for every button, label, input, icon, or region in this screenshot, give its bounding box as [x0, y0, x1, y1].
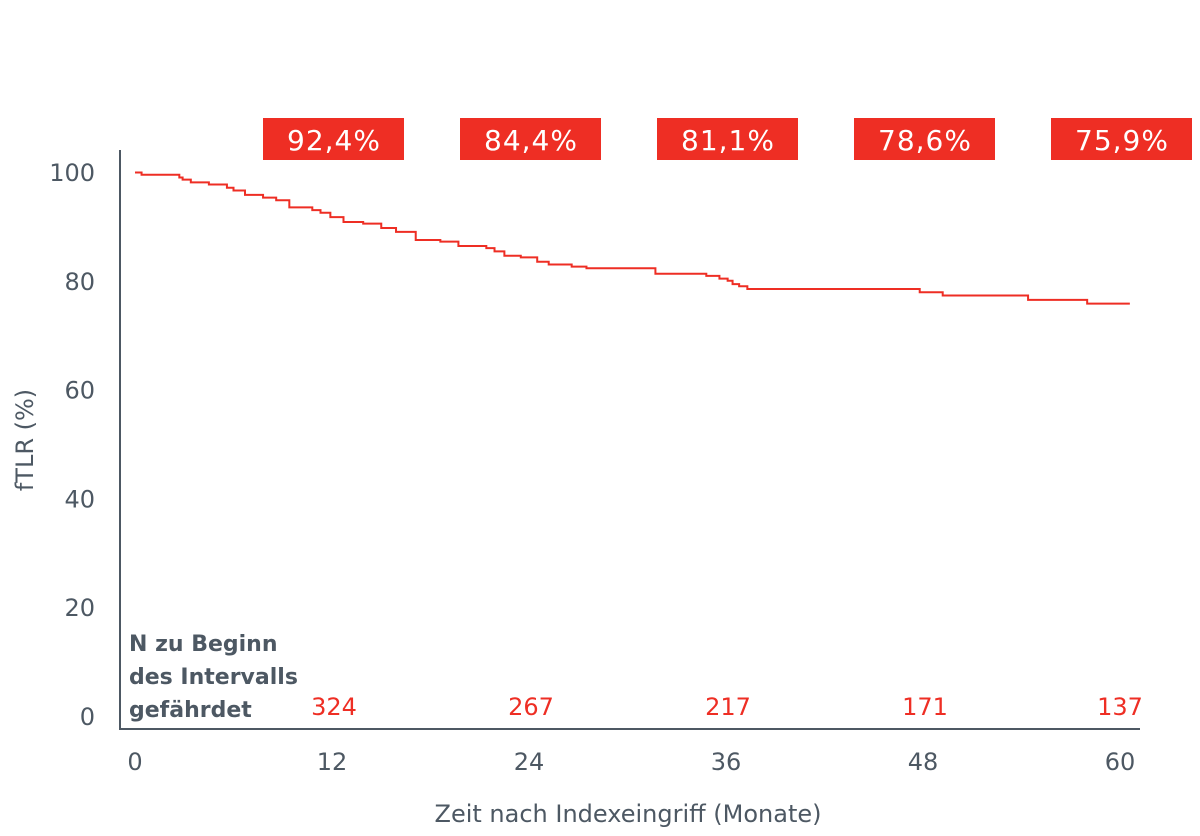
at-risk-value: 267: [508, 693, 554, 721]
x-tick-label: 60: [1105, 748, 1136, 776]
y-tick-label: 80: [64, 268, 95, 296]
badge-text: 92,4%: [287, 124, 381, 157]
x-tick-label: 0: [127, 748, 142, 776]
badge-text: 84,4%: [484, 124, 578, 157]
survival-rate-badge: 84,4%: [460, 118, 601, 160]
survival-rate-badge: 92,4%: [263, 118, 404, 160]
survival-rate-badge: 81,1%: [657, 118, 798, 160]
badge-background: [263, 118, 404, 160]
at-risk-header: des Intervalls: [129, 665, 298, 690]
y-tick-label: 40: [64, 485, 95, 513]
x-tick-label: 12: [317, 748, 348, 776]
x-tick-label: 36: [711, 748, 742, 776]
at-risk-value: 324: [311, 693, 357, 721]
badge-background: [1051, 118, 1192, 160]
y-axis-label: fTLR (%): [11, 389, 39, 491]
survival-rate-badge: 75,9%: [1051, 118, 1192, 160]
badge-text: 75,9%: [1075, 124, 1169, 157]
y-tick-label: 60: [64, 377, 95, 405]
x-tick-label: 24: [514, 748, 545, 776]
badge-background: [854, 118, 995, 160]
survival-rate-badge: 78,6%: [854, 118, 995, 160]
badge-background: [460, 118, 601, 160]
at-risk-header: N zu Beginn: [129, 632, 278, 657]
at-risk-value: 171: [902, 693, 948, 721]
y-tick-label: 20: [64, 594, 95, 622]
x-tick-label: 48: [908, 748, 939, 776]
at-risk-value: 137: [1097, 693, 1143, 721]
badge-background: [657, 118, 798, 160]
at-risk-header: gefährdet: [129, 698, 252, 723]
at-risk-value: 217: [705, 693, 751, 721]
badge-text: 81,1%: [681, 124, 775, 157]
y-tick-label: 100: [49, 159, 95, 187]
y-tick-label: 0: [80, 703, 95, 731]
badge-text: 78,6%: [878, 124, 972, 157]
survival-curve: [135, 171, 1130, 305]
x-axis-label: Zeit nach Indexeingriff (Monate): [435, 800, 822, 828]
